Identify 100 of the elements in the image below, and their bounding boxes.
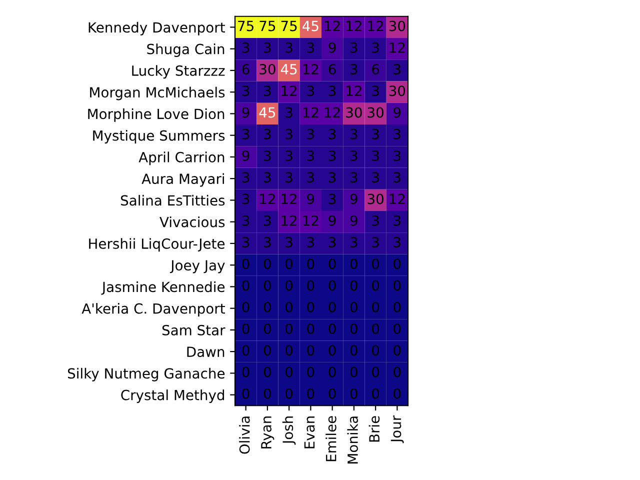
data-label: 3 xyxy=(242,215,250,226)
y-tick-label: Morphine Love Dion xyxy=(88,108,224,122)
data-label: 3 xyxy=(394,64,400,74)
data-label: 3 xyxy=(394,150,400,161)
data-label: 0 xyxy=(264,302,271,312)
data-label: 3 xyxy=(350,172,358,183)
data-label: 0 xyxy=(350,323,358,334)
data-label: 0 xyxy=(242,258,250,270)
y-tick-label: Jasmine Kennedie xyxy=(101,281,225,295)
data-label: 75 xyxy=(281,20,297,32)
x-tick-label: Evan xyxy=(304,416,315,448)
data-label: 0 xyxy=(307,280,314,291)
data-label: 30 xyxy=(389,86,406,96)
x-tick-label: Jour xyxy=(390,415,404,444)
data-label: 0 xyxy=(372,345,380,356)
x-tick-label: Emilee xyxy=(326,416,336,462)
data-label: 0 xyxy=(350,258,358,270)
data-label: 3 xyxy=(264,172,271,183)
data-label: 3 xyxy=(307,128,314,140)
y-tick-label: Morgan McMichaels xyxy=(90,86,225,100)
data-label: 3 xyxy=(286,128,292,140)
data-label: 3 xyxy=(286,42,292,53)
data-label: 3 xyxy=(307,86,314,96)
data-label: 3 xyxy=(286,172,292,183)
data-label: 30 xyxy=(368,107,384,118)
data-label: 0 xyxy=(286,280,293,291)
data-label: 0 xyxy=(286,323,293,334)
data-label: 75 xyxy=(260,20,276,32)
data-label: 0 xyxy=(264,280,271,291)
data-label: 0 xyxy=(264,258,271,270)
y-tick-label: Hershii LiqCour-Jete xyxy=(89,238,225,252)
data-label: 0 xyxy=(328,388,336,399)
data-label: 0 xyxy=(307,302,314,312)
data-label: 3 xyxy=(242,42,250,53)
data-label: 3 xyxy=(372,150,379,161)
data-label: 0 xyxy=(328,302,336,312)
data-label: 0 xyxy=(394,302,401,312)
data-label: 12 xyxy=(260,194,275,204)
data-label: 0 xyxy=(264,345,271,356)
data-label: 0 xyxy=(307,345,314,356)
data-label: 0 xyxy=(372,366,380,378)
data-label: 0 xyxy=(394,388,401,399)
data-label: 3 xyxy=(328,128,336,140)
data-label: 9 xyxy=(307,194,314,204)
x-tick-label: Josh xyxy=(282,416,296,445)
y-tick-label: Silky Nutmeg Ganache xyxy=(68,368,225,382)
y-tick-label: Kennedy Davenport xyxy=(88,22,225,36)
data-label: 3 xyxy=(264,42,271,53)
data-label: 45 xyxy=(280,64,297,74)
data-label: 12 xyxy=(303,215,318,226)
data-label: 3 xyxy=(350,150,358,161)
data-label: 9 xyxy=(394,107,401,118)
data-label: 9 xyxy=(242,150,250,161)
data-label: 3 xyxy=(372,86,379,96)
data-label: 3 xyxy=(328,172,336,183)
y-tick-label: Salina EsTitties xyxy=(120,194,225,206)
x-tick-label: Brie xyxy=(368,416,380,442)
data-label: 0 xyxy=(286,388,293,399)
data-label: 0 xyxy=(242,345,250,356)
data-label: 0 xyxy=(286,258,293,270)
data-label: 0 xyxy=(394,258,401,270)
data-label: 0 xyxy=(372,323,380,334)
y-tick-label: A'keria C. Davenport xyxy=(82,303,225,316)
data-label: 0 xyxy=(286,366,293,378)
data-label: 0 xyxy=(328,366,336,378)
data-label: 0 xyxy=(394,280,401,291)
y-tick-label: Mystique Summers xyxy=(93,130,225,144)
data-label: 3 xyxy=(350,236,358,248)
data-label: 0 xyxy=(328,258,336,270)
data-label: 6 xyxy=(242,64,250,74)
data-label: 0 xyxy=(394,323,401,334)
data-label: 0 xyxy=(350,302,358,312)
data-label: 3 xyxy=(328,194,336,204)
y-tick-label: April Carrion xyxy=(138,152,224,166)
data-label: 3 xyxy=(242,128,250,140)
data-label: 9 xyxy=(328,215,336,226)
data-label: 12 xyxy=(303,64,318,74)
data-label: 3 xyxy=(350,128,358,140)
data-label: 75 xyxy=(238,20,254,32)
data-label: 0 xyxy=(350,345,358,356)
y-tick-label: Joey Jay xyxy=(170,260,225,274)
data-label: 0 xyxy=(242,388,250,399)
data-label: 0 xyxy=(264,366,271,378)
data-label: 0 xyxy=(350,280,358,291)
data-label: 0 xyxy=(264,323,271,334)
data-label: 0 xyxy=(372,258,380,270)
y-tick-label: Vivacious xyxy=(160,216,225,228)
data-label: 3 xyxy=(394,172,400,183)
x-tick-label: Monika xyxy=(347,416,358,464)
data-label: 3 xyxy=(242,236,250,248)
data-label: 3 xyxy=(264,215,271,226)
data-label: 3 xyxy=(242,194,250,204)
data-label: 3 xyxy=(286,236,292,248)
data-label: 3 xyxy=(328,236,336,248)
data-label: 12 xyxy=(303,107,318,118)
data-label: 30 xyxy=(389,20,406,32)
data-label: 3 xyxy=(328,86,336,96)
data-label: 9 xyxy=(350,194,358,204)
data-label: 12 xyxy=(390,42,405,53)
data-label: 30 xyxy=(346,107,362,118)
